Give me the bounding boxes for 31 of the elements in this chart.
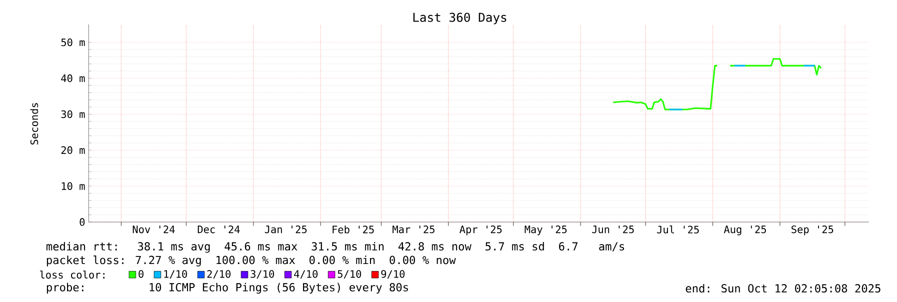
y-tick-label: 50 m xyxy=(61,38,85,46)
x-tick-label: Sep '25 xyxy=(792,226,834,236)
y-tick-label: 0 xyxy=(80,218,85,226)
x-tick-label: Aug '25 xyxy=(724,226,766,236)
legend-label: 5/10 xyxy=(338,270,362,279)
x-tick-label: Nov '24 xyxy=(132,226,175,234)
text: packet loss: 7.27 % avg 100.00 % max 0.00 % min 0.00 % now xyxy=(46,256,456,266)
y-tick-label: 20 m xyxy=(61,146,85,154)
x-tick-label: Jan '25 xyxy=(264,226,307,234)
x-tick-label: Dec '24 xyxy=(198,226,240,234)
legend-title: loss color: xyxy=(40,270,104,279)
chart-title: Last 360 Days xyxy=(413,12,506,24)
legend-label: 0 xyxy=(138,270,144,278)
legend-label: 3/10 xyxy=(250,270,274,279)
x-tick-label: Mar '25 xyxy=(392,226,434,234)
y-tick-label: 30 m xyxy=(61,110,85,118)
legend-label: 4/10 xyxy=(294,270,318,279)
legend-label: 9/10 xyxy=(381,270,405,279)
x-tick-label: Apr '25 xyxy=(460,226,502,236)
legend-label: 2/10 xyxy=(207,270,230,279)
text: end: Sun Oct 12 02:05:08 2025 xyxy=(686,284,880,293)
x-tick-label: Jul '25 xyxy=(657,226,699,234)
y-tick-label: 10 m xyxy=(62,182,85,190)
x-tick-label: Jun '25 xyxy=(592,226,634,234)
text: median rtt: 38.1 ms avg 45.6 ms max 31.5 ms min 42.8 ms now 5.7 ms sd 6.7 am/s xyxy=(46,242,624,253)
y-axis-title: Seconds xyxy=(30,103,38,145)
x-tick-label: Feb '25 xyxy=(332,226,374,234)
x-tick-label: May '25 xyxy=(524,226,567,236)
legend-label: 1/10 xyxy=(164,270,187,279)
y-tick-label: 40 m xyxy=(61,74,85,82)
text: probe: 10 ICMP Echo Pings (56 Bytes) every 80s xyxy=(46,282,408,294)
